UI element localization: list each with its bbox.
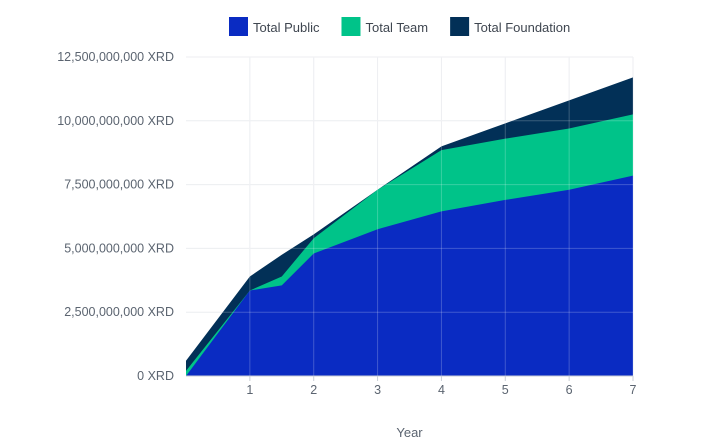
x-tick-label: 6 bbox=[566, 383, 573, 397]
stacked-areas bbox=[186, 56, 634, 377]
y-tick-label: 7,500,000,000 XRD bbox=[64, 178, 174, 192]
legend-item-total-public[interactable]: Total Public bbox=[229, 17, 320, 36]
x-tick-label: 7 bbox=[630, 383, 637, 397]
legend-label: Total Team bbox=[365, 20, 428, 35]
y-tick-label: 12,500,000,000 XRD bbox=[57, 50, 174, 64]
axes: 1 2 3 4 5 6 7 0 XRD 2,500,000,000 XRD 5,000,000,0… bbox=[57, 50, 636, 397]
x-tick-label: 2 bbox=[310, 383, 317, 397]
legend-label: Total Public bbox=[253, 20, 320, 35]
y-tick-label: 0 XRD bbox=[137, 369, 174, 383]
legend-label: Total Foundation bbox=[474, 20, 570, 35]
legend-swatch bbox=[341, 17, 361, 36]
legend-item-total-foundation[interactable]: Total Foundation bbox=[450, 17, 570, 36]
area-total-public[interactable] bbox=[186, 175, 633, 376]
legend-swatch bbox=[450, 17, 470, 36]
legend-swatch bbox=[229, 17, 248, 36]
x-tick-label: 5 bbox=[502, 383, 509, 397]
legend[interactable]: Total Public Total Team Total Foundation bbox=[229, 17, 570, 36]
x-axis-title: Year bbox=[396, 425, 423, 440]
y-tick-label: 5,000,000,000 XRD bbox=[64, 241, 174, 255]
x-tick-label: 4 bbox=[438, 383, 445, 397]
y-tick-label: 10,000,000,000 XRD bbox=[57, 114, 174, 128]
legend-item-total-team[interactable]: Total Team bbox=[341, 17, 428, 36]
y-tick-label: 2,500,000,000 XRD bbox=[64, 305, 174, 319]
x-tick-label: 3 bbox=[374, 383, 381, 397]
x-tick-label: 1 bbox=[246, 383, 253, 397]
